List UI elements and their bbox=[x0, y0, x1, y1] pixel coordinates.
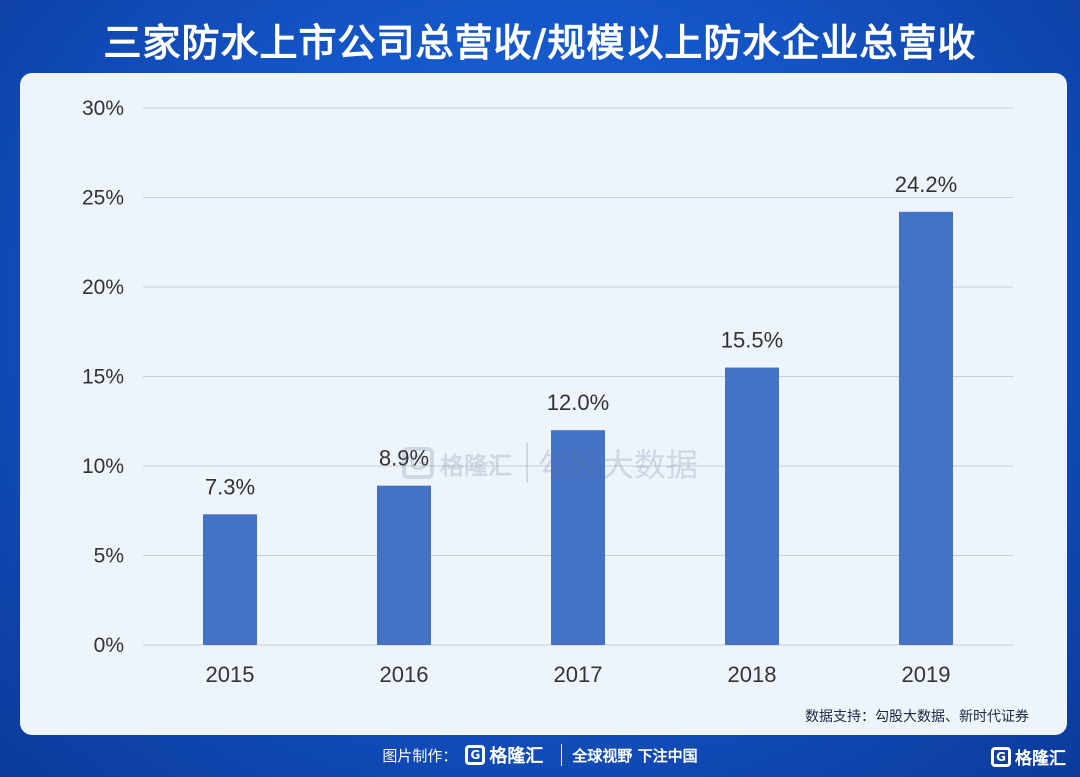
y-tick-label: 30% bbox=[82, 97, 124, 120]
bar bbox=[725, 367, 779, 645]
data-label: 12.0% bbox=[547, 390, 609, 415]
watermark-logo-icon: G bbox=[402, 447, 434, 479]
footer-made-by: 图片制作： bbox=[382, 746, 458, 765]
x-tick-label: 2018 bbox=[728, 662, 777, 687]
data-label: 15.5% bbox=[721, 328, 783, 353]
footer-divider bbox=[561, 744, 563, 766]
corner-g-logo-icon: G bbox=[991, 746, 1011, 767]
data-source-note: 数据支持：勾股大数据、新时代证券 bbox=[805, 709, 1029, 725]
corner-logo: G 格隆汇 bbox=[991, 744, 1066, 769]
y-tick-label: 20% bbox=[82, 276, 124, 299]
y-tick-label: 10% bbox=[82, 455, 124, 478]
x-tick-label: 2017 bbox=[554, 662, 603, 687]
footer-brand: 格隆汇 bbox=[489, 746, 544, 767]
x-tick-label: 2015 bbox=[206, 662, 255, 687]
footer-g-logo-icon: G bbox=[465, 745, 486, 765]
data-label: 24.2% bbox=[895, 172, 957, 197]
watermark-text: 勾股大数据 bbox=[538, 446, 699, 484]
y-tick-label: 0% bbox=[94, 634, 124, 657]
x-tick-label: 2019 bbox=[902, 662, 951, 687]
y-tick-label: 15% bbox=[82, 366, 124, 389]
footer-slogan: 全球视野 下注中国 bbox=[572, 746, 698, 765]
data-label: 7.3% bbox=[205, 474, 255, 499]
y-tick-label: 25% bbox=[82, 187, 124, 210]
bar bbox=[899, 211, 953, 645]
footer-logo: G 格隆汇 bbox=[465, 742, 543, 768]
y-tick-label: 5% bbox=[94, 545, 124, 568]
bar bbox=[377, 485, 431, 645]
bar bbox=[203, 514, 257, 645]
bar bbox=[551, 430, 605, 645]
x-tick-label: 2016 bbox=[380, 662, 429, 687]
watermark: G 格隆汇 勾股大数据 bbox=[402, 441, 698, 485]
bar-chart: 0%5%10%15%20%25%30%7.3%20158.9%201612.0%… bbox=[82, 97, 1013, 687]
corner-brand: 格隆汇 bbox=[1015, 749, 1066, 769]
chart-title: 三家防水上市公司总营收/规模以上防水企业总营收 bbox=[103, 21, 977, 65]
watermark-divider bbox=[526, 443, 528, 483]
chart-panel: 0% 5% 10% 15% 20% 25% 30% 7.3% 2015 8.9% 2016 12.0%… bbox=[20, 73, 1067, 735]
footer: 图片制作： G 格隆汇 全球视野 下注中国 bbox=[0, 740, 1080, 770]
watermark-brand: 格隆汇 bbox=[440, 451, 512, 480]
